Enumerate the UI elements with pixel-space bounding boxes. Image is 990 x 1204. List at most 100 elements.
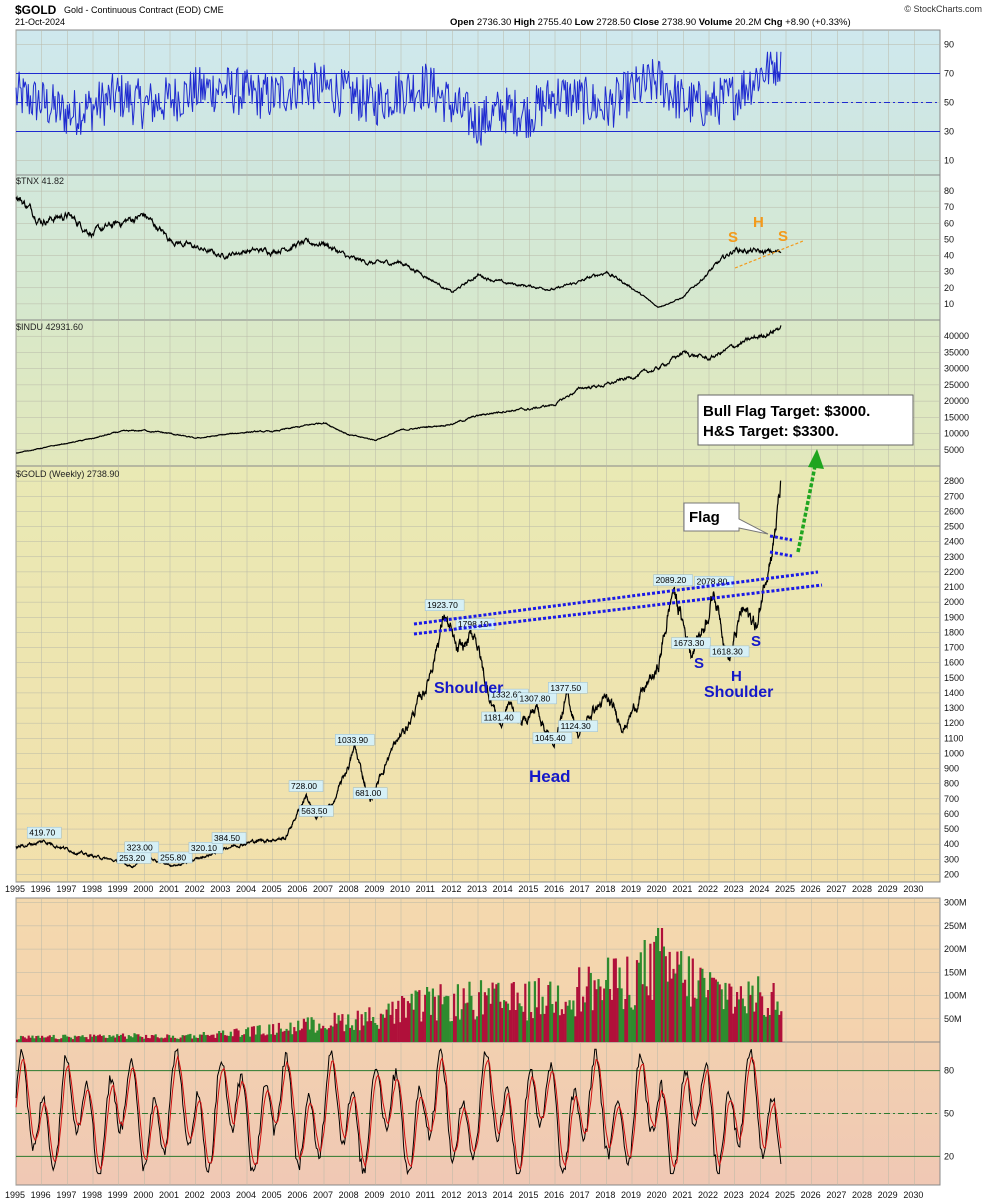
description-text: Gold - Continuous Contract (EOD): [64, 5, 202, 15]
volume-bar: [693, 997, 696, 1042]
price-data-label-box: [335, 734, 375, 746]
volume-bar: [408, 1003, 411, 1042]
tnx-head-label: H: [753, 214, 764, 231]
volume-bar: [460, 1009, 463, 1042]
price-data-label-box: [424, 599, 465, 611]
volume-bar: [674, 973, 677, 1042]
gold-axis-tick-label: 1700: [944, 643, 964, 653]
gold-axis-tick-label: 2400: [944, 537, 964, 547]
price-data-label: 1307.80: [517, 692, 557, 705]
volume-bar: [662, 946, 665, 1042]
volume-bar: [245, 1029, 248, 1042]
volume-bar: [104, 1037, 107, 1042]
volume-bar: [100, 1036, 103, 1042]
volume-bar: [118, 1035, 121, 1042]
volume-bar: [372, 1017, 375, 1042]
volume-bar: [177, 1038, 180, 1042]
volume-bar: [214, 1037, 217, 1042]
volume-bar: [168, 1035, 171, 1042]
volume-bar: [58, 1039, 61, 1042]
volume-bar: [439, 984, 442, 1042]
bottom-x-tick-label: 2016: [544, 1190, 564, 1200]
volume-bar: [17, 1039, 21, 1042]
gold-x-tick-label: 2017: [570, 884, 590, 894]
volume-bar: [68, 1036, 71, 1042]
volume-bar: [106, 1038, 109, 1042]
volume-bar: [69, 1037, 73, 1042]
volume-bar: [626, 956, 629, 1042]
volume-bar: [701, 968, 704, 1042]
volume-bar: [399, 1022, 402, 1042]
volume-bar: [193, 1035, 196, 1042]
price-data-label: 1045.40: [532, 732, 573, 744]
volume-bar: [401, 996, 404, 1042]
target-arrow-shaft: [796, 465, 817, 553]
volume-bar: [429, 1014, 433, 1042]
gold-x-tick-label: 2030: [903, 884, 923, 894]
gold-x-tick-label: 1999: [108, 884, 128, 894]
volume-bar: [628, 994, 631, 1042]
volume-bar: [291, 1034, 294, 1042]
volume-bar: [687, 956, 690, 1042]
price-data-label: 563.50: [299, 805, 334, 817]
volume-bar: [133, 1033, 136, 1042]
volume-bar: [607, 957, 610, 1042]
rsi-axis-tick-label: 50: [944, 98, 954, 108]
volume-bar: [776, 1001, 779, 1042]
gold-x-tick-label: 2001: [159, 884, 179, 894]
rsi-axis-tick-label: 10: [944, 156, 954, 166]
volume-bar: [464, 1003, 467, 1042]
price-data-label-text: 323.00: [127, 842, 153, 852]
rsi-series-line: [15, 51, 782, 146]
volume-bar: [91, 1036, 94, 1042]
volume-bar: [127, 1035, 130, 1042]
volume-bar: [414, 990, 417, 1042]
volume-bar: [200, 1034, 203, 1042]
price-data-label-text: 320.10: [191, 843, 217, 853]
volume-bar: [325, 1029, 329, 1042]
volume-bar: [329, 1025, 332, 1042]
volume-bar: [243, 1034, 246, 1042]
volume-bar: [582, 996, 585, 1042]
bottom-x-tick-label: 2023: [724, 1190, 744, 1200]
volume-bar: [362, 1025, 365, 1042]
price-data-label-box: [157, 851, 193, 864]
volume-bar: [766, 1008, 769, 1042]
volume-bar: [150, 1035, 153, 1042]
volume-bar: [39, 1037, 42, 1042]
volume-bar: [333, 1012, 336, 1042]
volume-bar: [374, 1023, 377, 1042]
volume-bar: [231, 1036, 234, 1042]
bottom-x-tick-label: 1998: [82, 1190, 102, 1200]
exchange-text: CME: [203, 5, 224, 15]
price-data-label-text: 1673.30: [674, 638, 705, 648]
volume-bar: [518, 1003, 521, 1042]
volume-bar: [503, 1000, 506, 1042]
volume-bar: [691, 958, 694, 1042]
volume-bar: [29, 1037, 32, 1042]
gold-x-tick-label: 2029: [878, 884, 898, 894]
volume-bar: [603, 988, 606, 1042]
volume-bar: [141, 1037, 144, 1042]
volume-bar: [164, 1037, 167, 1042]
volume-bar: [324, 1028, 327, 1042]
watermark: © StockCharts.com: [904, 4, 982, 14]
volume-bar: [672, 968, 675, 1042]
volume-bar: [726, 999, 729, 1042]
volume-bar: [295, 1031, 298, 1042]
volume-bar: [148, 1038, 151, 1042]
gold-panel-title: $GOLD (Weekly) 2738.90: [16, 469, 119, 479]
volume-bar: [381, 1014, 384, 1042]
price-data-label-text: 419.70: [29, 828, 55, 838]
volume-bar: [166, 1034, 169, 1042]
volume-bar: [33, 1038, 36, 1042]
gold-x-tick-label: 2004: [236, 884, 256, 894]
volume-bar: [485, 995, 488, 1042]
price-data-label: 1377.50: [548, 682, 588, 694]
volume-bar: [179, 1037, 182, 1042]
volume-bar: [102, 1035, 105, 1042]
volume-bar: [327, 1028, 331, 1042]
volume-bar: [657, 928, 660, 1042]
volume-bar: [131, 1037, 134, 1042]
volume-bar: [574, 1016, 577, 1042]
